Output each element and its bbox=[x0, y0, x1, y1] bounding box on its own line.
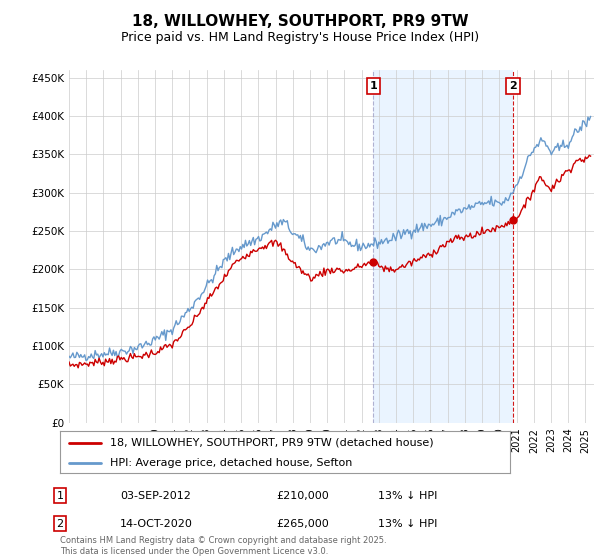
Text: 18, WILLOWHEY, SOUTHPORT, PR9 9TW (detached house): 18, WILLOWHEY, SOUTHPORT, PR9 9TW (detac… bbox=[110, 438, 433, 448]
Text: 18, WILLOWHEY, SOUTHPORT, PR9 9TW: 18, WILLOWHEY, SOUTHPORT, PR9 9TW bbox=[131, 14, 469, 29]
Text: 13% ↓ HPI: 13% ↓ HPI bbox=[378, 519, 437, 529]
Text: £210,000: £210,000 bbox=[276, 491, 329, 501]
Text: 2: 2 bbox=[509, 81, 517, 91]
Text: 14-OCT-2020: 14-OCT-2020 bbox=[120, 519, 193, 529]
Text: Contains HM Land Registry data © Crown copyright and database right 2025.
This d: Contains HM Land Registry data © Crown c… bbox=[60, 536, 386, 556]
Text: 13% ↓ HPI: 13% ↓ HPI bbox=[378, 491, 437, 501]
Text: Price paid vs. HM Land Registry's House Price Index (HPI): Price paid vs. HM Land Registry's House … bbox=[121, 31, 479, 44]
Text: 1: 1 bbox=[56, 491, 64, 501]
Text: 2: 2 bbox=[56, 519, 64, 529]
Bar bbox=[373, 70, 513, 423]
Text: 03-SEP-2012: 03-SEP-2012 bbox=[120, 491, 191, 501]
Text: HPI: Average price, detached house, Sefton: HPI: Average price, detached house, Seft… bbox=[110, 458, 352, 468]
Text: 1: 1 bbox=[369, 81, 377, 91]
Text: £265,000: £265,000 bbox=[276, 519, 329, 529]
